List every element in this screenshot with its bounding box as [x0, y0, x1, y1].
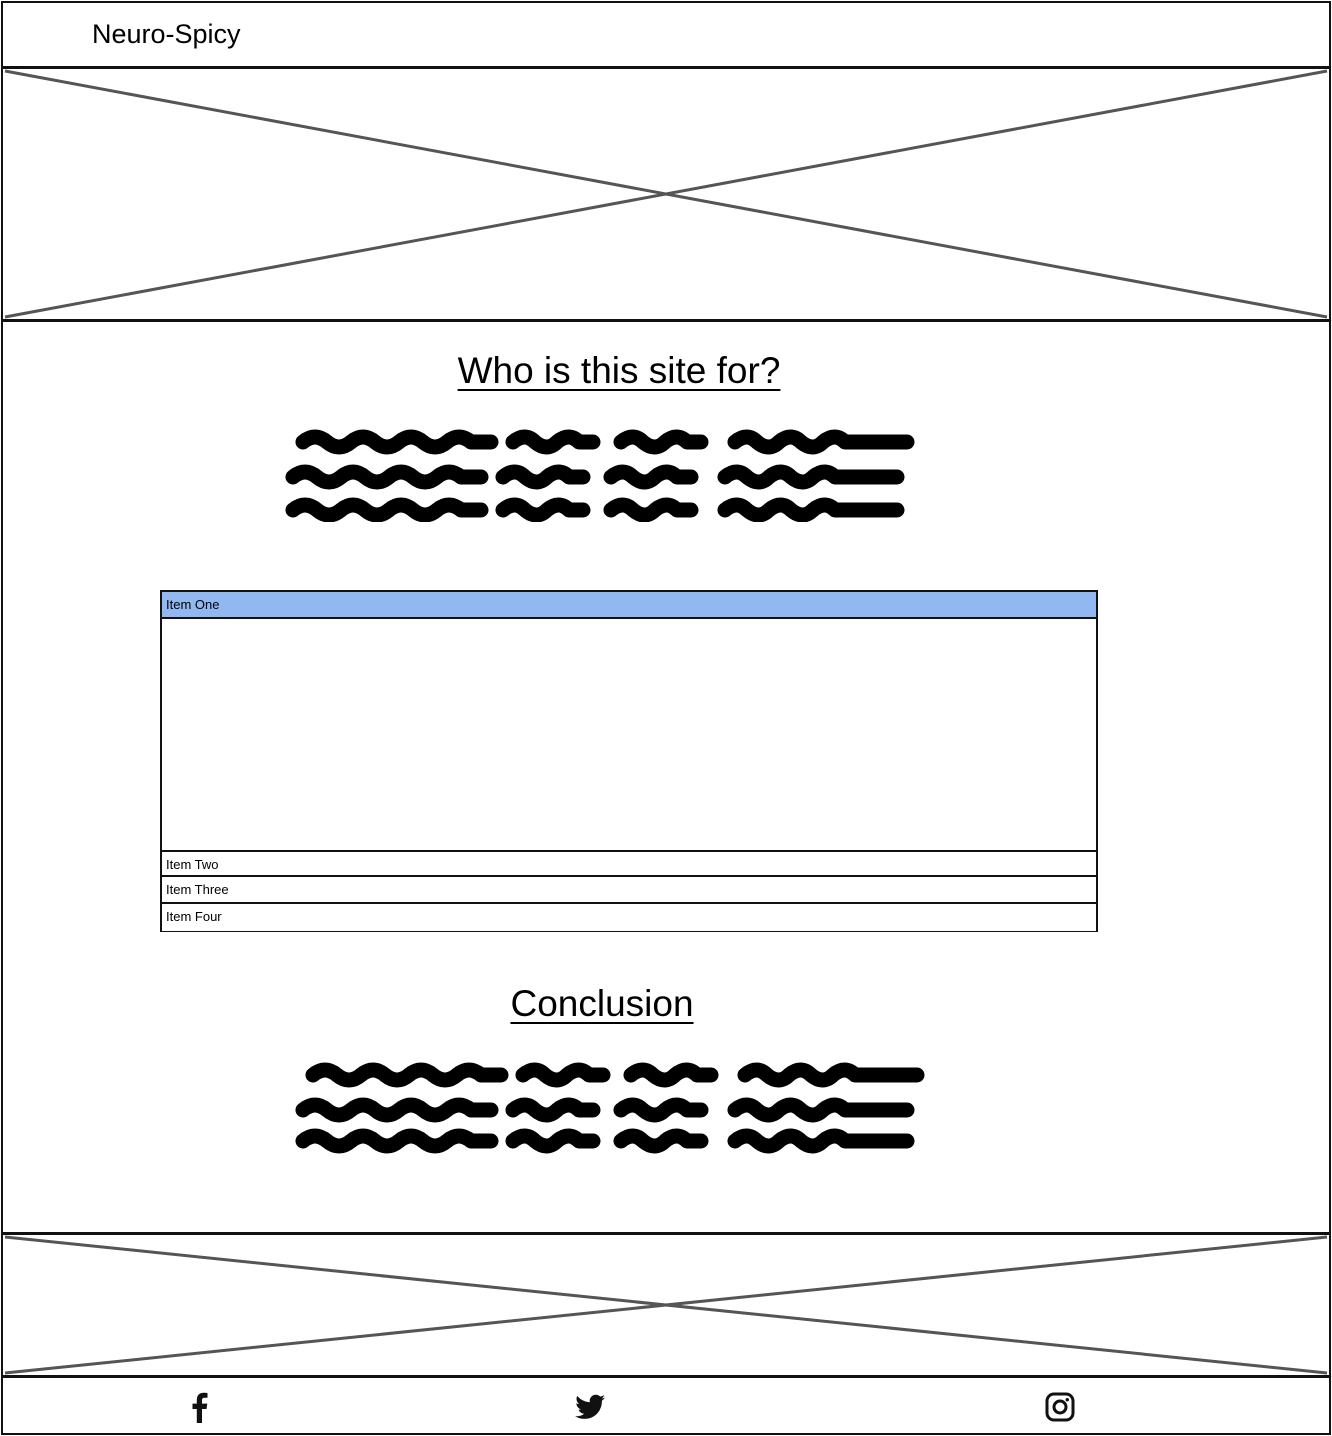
accordion-panel: [162, 619, 1096, 850]
accordion-item-two[interactable]: Item Two: [162, 850, 1096, 877]
accordion-item-three[interactable]: Item Three: [162, 877, 1096, 904]
image-placeholder-cross: [4, 1235, 1328, 1375]
image-placeholder-cross: [4, 69, 1328, 319]
accordion-item-one[interactable]: Item One: [162, 592, 1096, 619]
hero-image-placeholder: [1, 67, 1331, 321]
conclusion-heading: Conclusion: [510, 983, 694, 1024]
placeholder-text-scribble: [295, 1062, 925, 1154]
site-title[interactable]: Neuro-Spicy: [92, 19, 241, 49]
footer-image-placeholder: [1, 1233, 1331, 1377]
accordion-item-four[interactable]: Item Four: [162, 904, 1096, 931]
facebook-icon[interactable]: [183, 1390, 217, 1424]
instagram-icon[interactable]: [1043, 1390, 1077, 1424]
site-header: Neuro-Spicy: [1, 1, 1331, 68]
twitter-icon[interactable]: [573, 1390, 607, 1424]
accordion: Item One Item Two Item Three Item Four: [160, 590, 1098, 932]
social-footer: [1, 1376, 1331, 1435]
who-is-this-site-for-heading: Who is this site for?: [457, 350, 781, 391]
main-content: Who is this site for? Item One Item Two …: [1, 320, 1331, 1234]
placeholder-text-scribble: [285, 429, 915, 522]
